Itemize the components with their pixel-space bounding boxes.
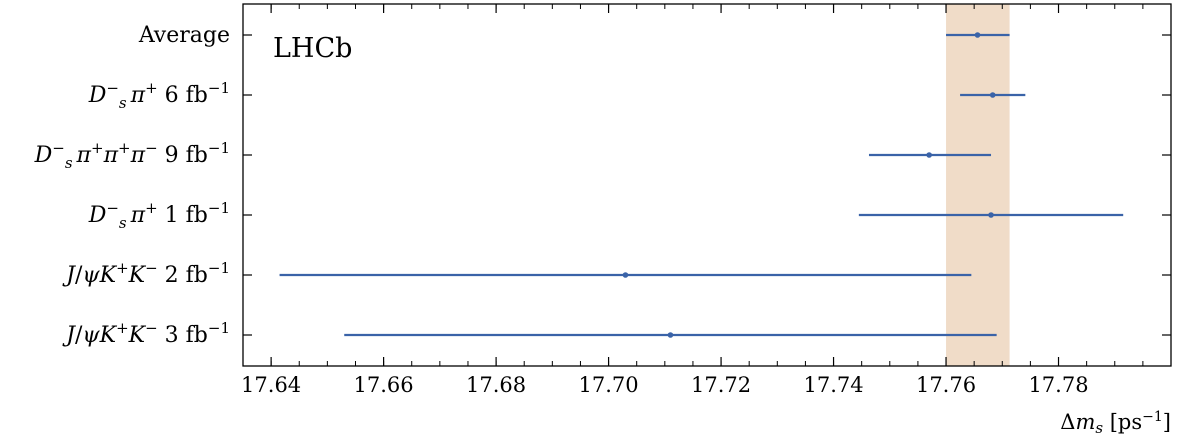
category-label-part: −: [145, 319, 158, 337]
plot-frame: [242, 3, 1172, 367]
category-label-part: +: [116, 259, 129, 277]
category-label-part: J: [62, 263, 76, 288]
category-label: D−s π+ 1 fb−1: [88, 199, 230, 232]
category-label-part: 6 fb: [158, 83, 208, 108]
x-axis-label: Δms [ps−1]: [1060, 409, 1171, 437]
category-label-part: 2 fb: [158, 263, 208, 288]
data-point: [974, 32, 981, 38]
category-label-part: −1: [208, 259, 230, 277]
x-tick-label: 17.72: [691, 373, 751, 397]
data-point: [667, 332, 674, 338]
category-label-part: +: [145, 79, 158, 97]
category-label: D−s π+π+π− 9 fb−1: [34, 139, 230, 172]
data-point: [926, 152, 932, 158]
category-label-part: π: [103, 143, 119, 168]
category-label-part: D: [34, 143, 53, 168]
x-axis-label-unit: [ps: [1103, 410, 1142, 434]
category-label: J/ψK+K− 3 fb−1: [62, 319, 230, 348]
category-label-part: π: [76, 143, 92, 168]
x-axis-label-sub: s: [1095, 419, 1103, 437]
data-point: [989, 92, 996, 98]
x-axis-label-exp: −1: [1142, 409, 1163, 425]
category-label-part: ψK: [82, 323, 117, 348]
x-axis-label-close: ]: [1163, 410, 1171, 434]
category-label-part: /: [75, 263, 83, 288]
category-label-part: K: [128, 263, 147, 288]
x-axis-label-m: m: [1075, 410, 1095, 434]
category-label-part: −1: [208, 79, 230, 97]
category-label-part: J: [62, 323, 76, 348]
ticks-layer: 17.64 17.66 17.68 17.70 17.72 17.74 17.76 17.78: [241, 4, 1172, 397]
category-label-part: −: [145, 139, 158, 157]
category-label-part: K: [128, 323, 147, 348]
category-label: J/ψK+K− 2 fb−1: [62, 259, 230, 288]
category-label-part: −: [52, 139, 65, 157]
category-label-part: −1: [208, 139, 230, 157]
marks-layer: [279, 32, 1124, 338]
category-label-part: π: [130, 83, 146, 108]
category-label-part: +: [116, 319, 129, 337]
category-label-part: π: [130, 143, 146, 168]
category-label-part: s: [119, 214, 127, 232]
average-band: [946, 4, 1010, 366]
x-tick-label: 17.74: [803, 373, 863, 397]
category-label-part: 3 fb: [158, 323, 208, 348]
band-layer: [946, 4, 1010, 366]
category-label-part: D: [88, 83, 107, 108]
x-tick-label: 17.68: [466, 373, 526, 397]
category-label-part: s: [65, 154, 73, 172]
category-label-part: −: [106, 199, 119, 217]
category-label-part: −: [145, 259, 158, 277]
x-tick-label: 17.70: [579, 373, 639, 397]
category-label: Average: [138, 23, 230, 48]
category-label-part: +: [145, 199, 158, 217]
category-label-part: /: [75, 323, 83, 348]
data-point: [988, 212, 994, 218]
x-axis-label-symbol: Δ: [1060, 410, 1075, 434]
category-label-part: −1: [208, 319, 230, 337]
category-label-part: −1: [208, 199, 230, 217]
category-label-part: −: [106, 79, 119, 97]
data-point: [622, 272, 629, 278]
x-tick-label: 17.64: [241, 373, 301, 397]
category-label-part: 9 fb: [158, 143, 208, 168]
experiment-label: LHCb: [273, 33, 352, 64]
x-tick-label: 17.66: [354, 373, 414, 397]
category-label-part: ψK: [82, 263, 117, 288]
category-label-part: Average: [138, 23, 230, 48]
category-label-part: D: [88, 203, 107, 228]
category-label-part: s: [119, 94, 127, 112]
category-label-part: 1 fb: [158, 203, 208, 228]
category-label-part: π: [130, 203, 146, 228]
category-label: D−s π+ 6 fb−1: [88, 79, 230, 112]
x-tick-label: 17.76: [916, 373, 976, 397]
x-tick-label: 17.78: [1028, 373, 1088, 397]
category-label-part: +: [91, 139, 104, 157]
category-label-part: +: [118, 139, 131, 157]
